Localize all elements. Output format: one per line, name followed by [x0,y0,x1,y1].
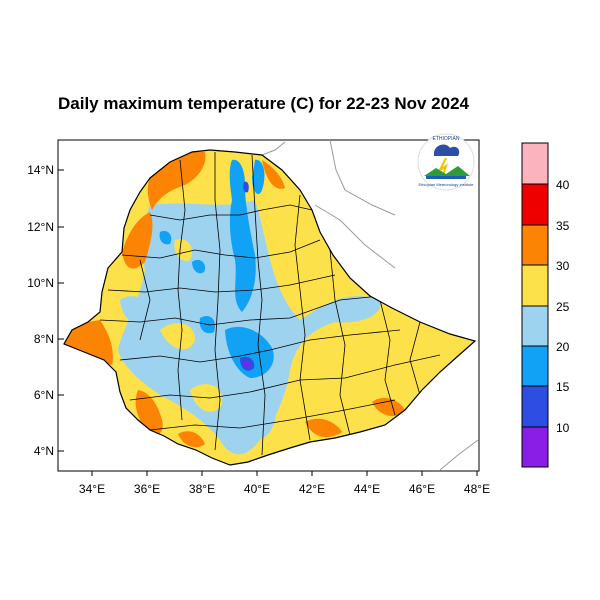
lat-tick-label: 10°N [27,276,54,290]
logo-agency-name: Ethiopian Meteorology Institute [419,182,475,187]
map-title: Daily maximum temperature (C) for 22-23 … [58,94,469,113]
country-outline [63,149,477,466]
agency-logo: ETHIOPIAN Ethiopian Meteorology Institut… [417,133,475,191]
lat-tick-label: 4°N [34,444,54,458]
lat-tick-label: 14°N [27,163,54,177]
colorbar-label: 25 [556,300,570,314]
colorbar-label: 15 [556,380,570,394]
colorbar: 40 35 30 25 20 15 10 [521,142,570,468]
admin-borders [99,152,441,456]
colorbar-bin [522,225,548,265]
lon-tick-label: 46°E [409,482,435,496]
lat-tick-label: 12°N [27,220,54,234]
lon-tick-label: 38°E [189,482,215,496]
cloud-rain-logo [434,144,460,156]
lat-tick-label: 6°N [34,388,54,402]
neighbor-borders [261,139,479,471]
colorbar-label: 30 [556,259,570,273]
lon-tick-label: 48°E [464,482,490,496]
colorbar-label: 40 [556,178,570,192]
lat-tick-marks [58,169,64,452]
colorbar-bin [522,265,548,306]
colorbar-bin [522,143,548,184]
lon-tick-label: 44°E [354,482,380,496]
colorbar-label: 35 [556,219,570,233]
logo-text-top: ETHIOPIAN [433,136,460,142]
colorbar-bin [522,184,548,225]
colorbar-bin [522,346,548,386]
lon-tick-label: 42°E [299,482,325,496]
lon-tick-label: 34°E [79,482,105,496]
lon-tick-marks [91,471,478,476]
colorbar-bin [522,386,548,427]
lon-tick-label: 40°E [244,482,270,496]
lat-tick-labels: 14°N 12°N 10°N 8°N 6°N 4°N [27,163,54,458]
colorbar-bin [522,427,548,467]
lon-tick-labels: 34°E 36°E 38°E 40°E 42°E 44°E 46°E 48°E [79,482,490,496]
lat-tick-label: 8°N [34,332,54,346]
colorbar-label: 10 [556,421,570,435]
colorbar-label: 20 [556,340,570,354]
lon-tick-label: 36°E [134,482,160,496]
colorbar-bin [522,306,548,346]
